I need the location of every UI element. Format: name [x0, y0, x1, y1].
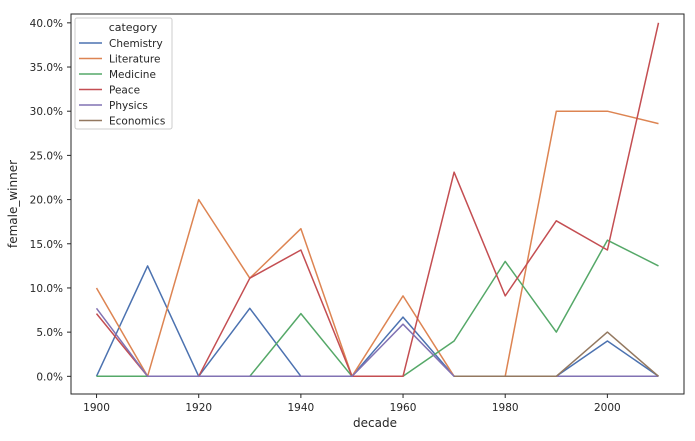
- y-tick-label: 10.0%: [30, 283, 63, 295]
- legend-label-chemistry: Chemistry: [109, 38, 163, 50]
- x-tick-label: 1940: [288, 402, 315, 414]
- y-tick-label: 5.0%: [36, 327, 63, 339]
- y-axis-label: female_winner: [6, 160, 20, 248]
- x-tick-label: 1960: [390, 402, 417, 414]
- y-tick-label: 35.0%: [30, 62, 63, 74]
- legend-label-peace: Peace: [109, 85, 140, 97]
- y-tick-label: 40.0%: [30, 18, 63, 30]
- y-tick-label: 25.0%: [30, 150, 63, 162]
- legend-label-economics: Economics: [109, 116, 165, 128]
- plot-frame: [70, 13, 685, 395]
- series-line-economics: [454, 331, 659, 378]
- series-layer: [95, 22, 660, 378]
- x-tick-label: 2000: [594, 402, 621, 414]
- legend-label-medicine: Medicine: [109, 69, 156, 81]
- series-line-chemistry: [95, 265, 659, 378]
- x-tick-label: 1920: [185, 402, 212, 414]
- series-line-literature: [95, 110, 659, 378]
- legend-label-literature: Literature: [109, 54, 160, 66]
- x-axis-label: decade: [353, 416, 397, 430]
- series-line-physics: [95, 307, 659, 378]
- legend: category Chemistry Literature Medicine Peac…: [74, 17, 173, 130]
- y-ticks: 0.0% 5.0% 10.0% 15.0% 20.0% 25.0% 30.0% 35.0% 40…: [30, 18, 71, 383]
- legend-title: category: [109, 21, 158, 34]
- y-tick-label: 0.0%: [36, 371, 63, 383]
- y-tick-label: 30.0%: [30, 106, 63, 118]
- legend-box: [74, 17, 173, 130]
- y-tick-label: 15.0%: [30, 239, 63, 251]
- legend-label-physics: Physics: [109, 100, 148, 112]
- y-tick-label: 20.0%: [30, 195, 63, 207]
- legend-entries: Chemistry Literature Medicine Peace Physics E…: [79, 38, 165, 128]
- x-ticks: 1900 1920 1940 1960 1980 2000: [83, 394, 621, 414]
- x-tick-label: 1900: [83, 402, 110, 414]
- x-tick-label: 1980: [492, 402, 519, 414]
